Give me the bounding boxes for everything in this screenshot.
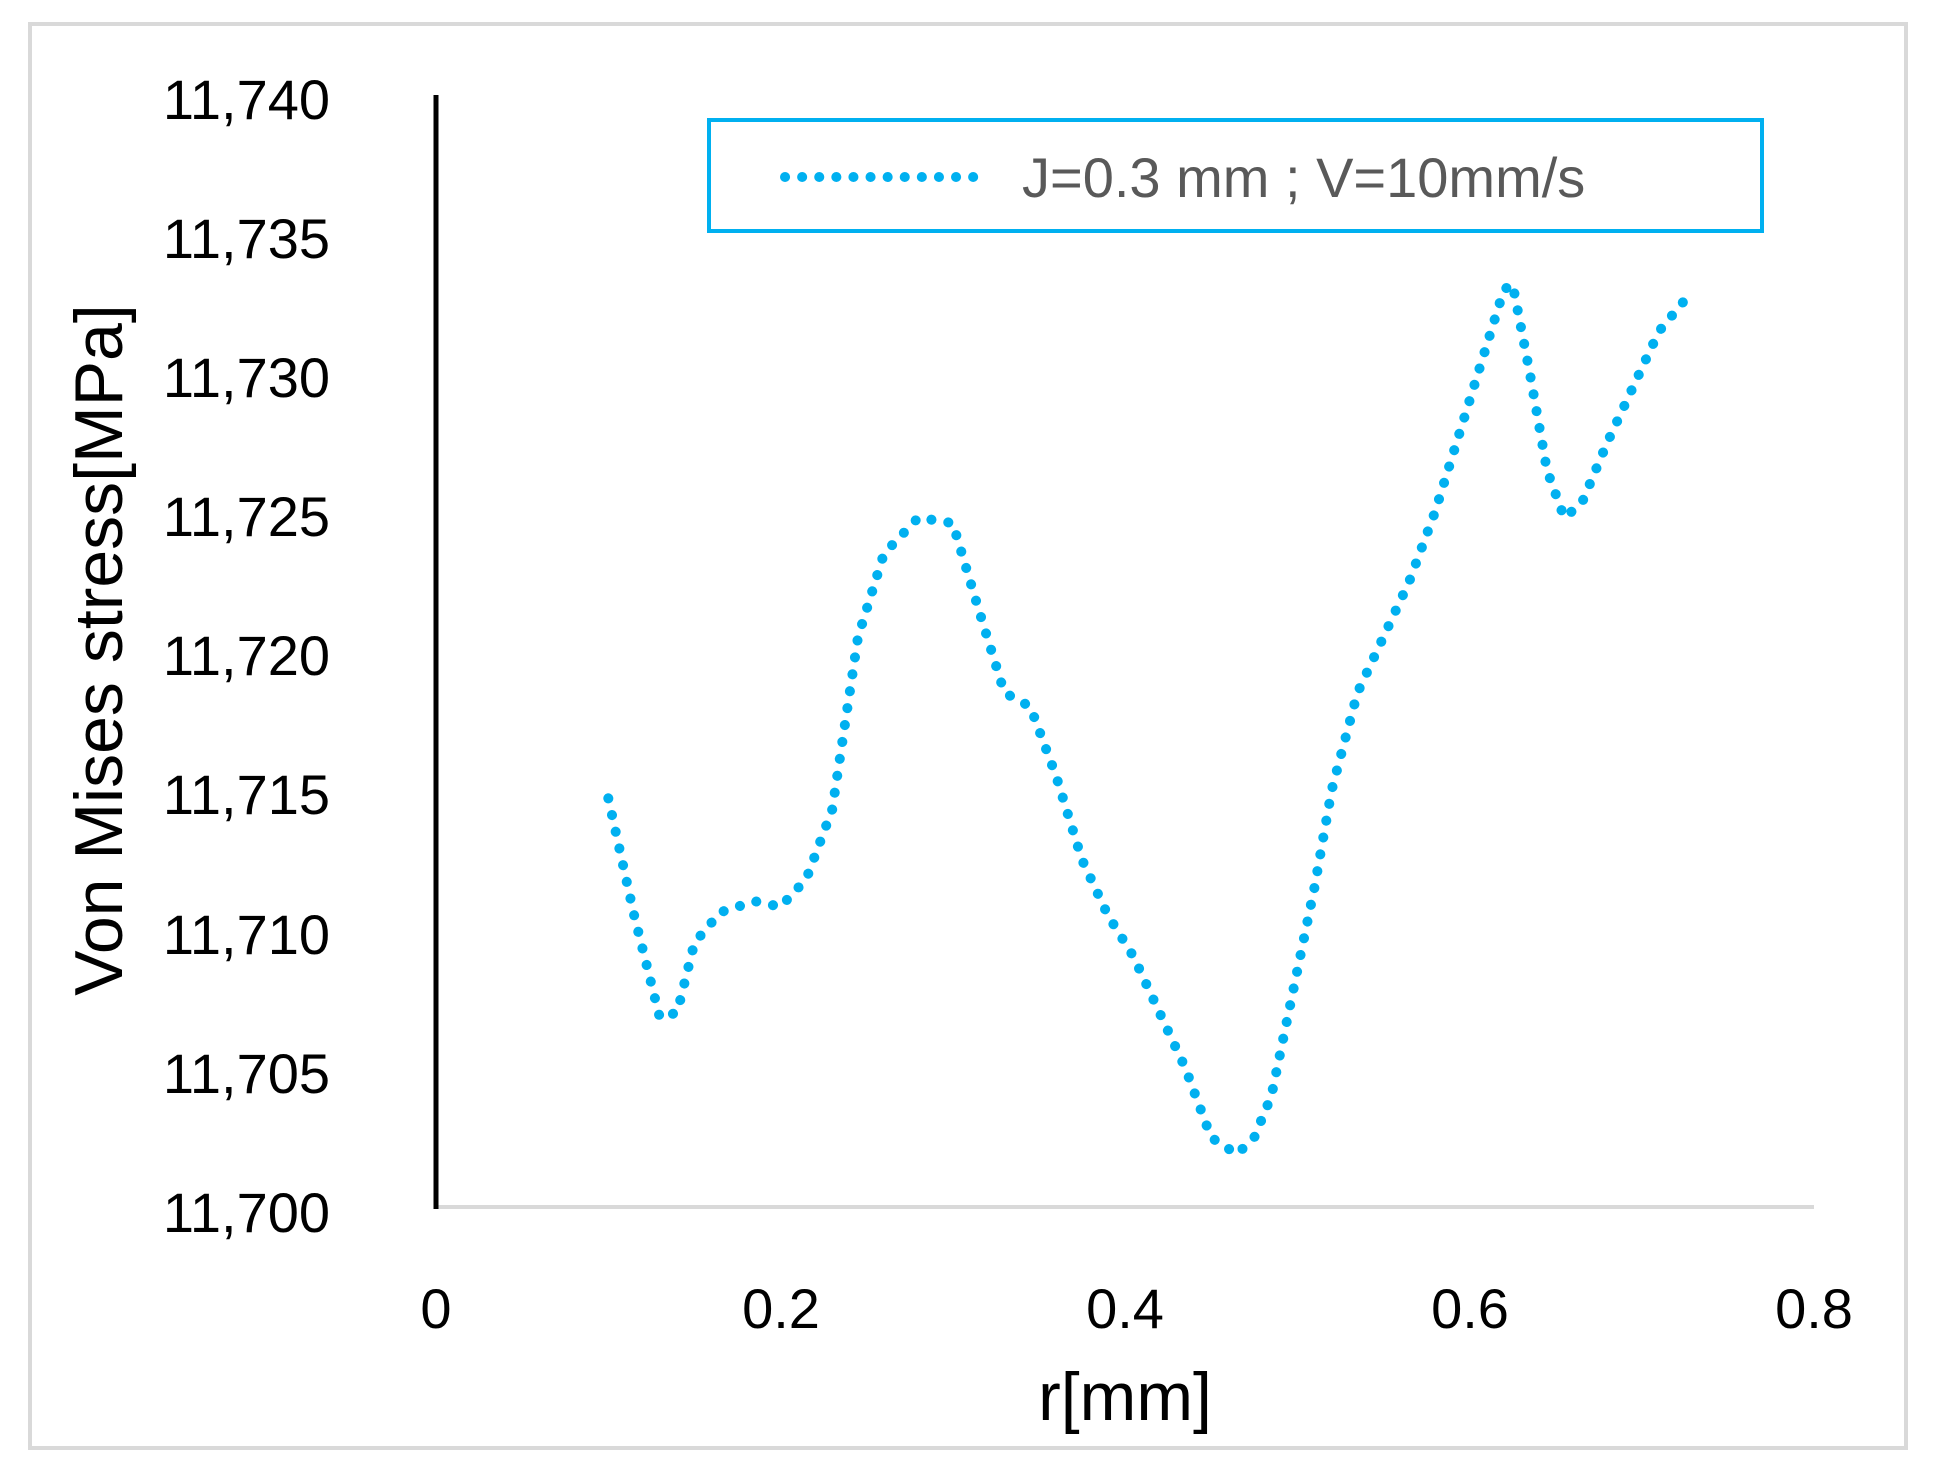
y-axis-tick-labels: 11,700 11,705 11,710 11,715 11,720 11,72…: [163, 68, 330, 1244]
y-tick-label: 11,710: [163, 903, 330, 966]
y-axis-title: Von Mises stress[MPa]: [61, 304, 137, 996]
y-tick-label: 11,735: [163, 207, 330, 270]
y-tick-label: 11,705: [163, 1042, 330, 1105]
y-tick-label: 11,740: [163, 68, 330, 131]
y-tick-label: 11,700: [163, 1181, 330, 1244]
x-axis-title: r[mm]: [1038, 1359, 1212, 1435]
legend: J=0.3 mm ; V=10mm/s: [707, 118, 1764, 233]
x-tick-label: 0: [420, 1277, 451, 1340]
y-tick-label: 11,725: [163, 485, 330, 548]
x-axis-tick-labels: 0 0.2 0.4 0.6 0.8: [420, 1277, 1853, 1340]
x-tick-label: 0.4: [1086, 1277, 1164, 1340]
x-tick-label: 0.8: [1775, 1277, 1853, 1340]
series-line-j0.3-v10: [603, 275, 1699, 1161]
y-tick-label: 11,730: [163, 346, 330, 409]
chart-frame: [28, 22, 1908, 1450]
x-tick-label: 0.2: [742, 1277, 820, 1340]
y-tick-label: 11,715: [163, 763, 330, 826]
y-tick-label: 11,720: [163, 624, 330, 687]
x-tick-label: 0.6: [1431, 1277, 1509, 1340]
legend-label: J=0.3 mm ; V=10mm/s: [1022, 146, 1585, 209]
